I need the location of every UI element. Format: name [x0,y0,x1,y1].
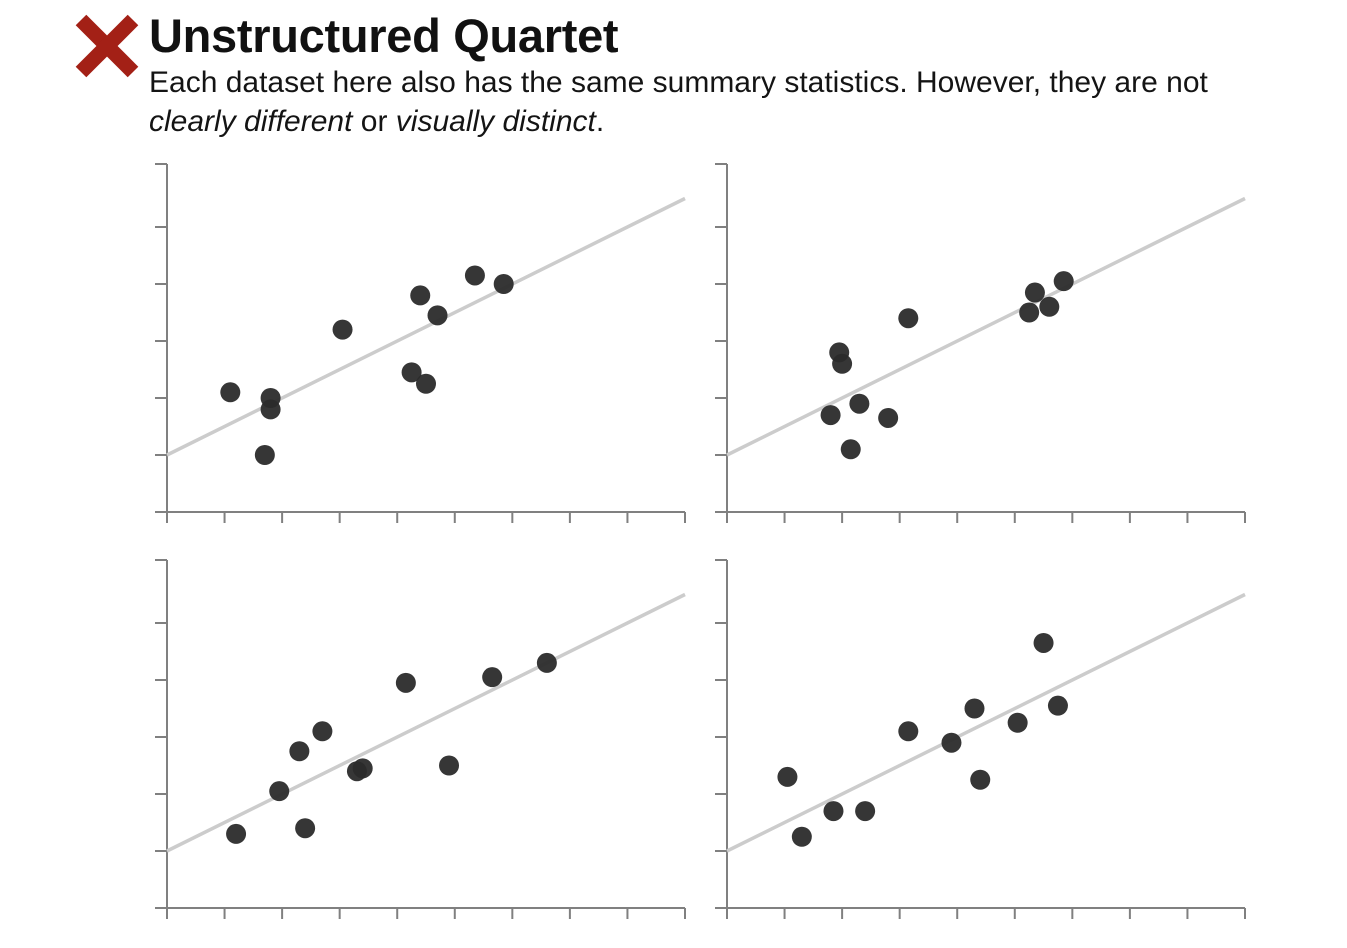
page-title: Unstructured Quartet [149,9,619,62]
data-point [941,732,962,753]
regression-line [726,592,1246,853]
regression-line [726,196,1246,457]
data-point [840,439,861,460]
data-point [352,758,373,779]
data-point [1024,282,1045,303]
scatter-panel-2 [715,163,1246,523]
data-point [1019,302,1040,323]
data-point [832,353,853,374]
data-point [332,319,353,340]
data-point [427,305,448,326]
data-point [970,769,991,790]
subtitle-text-2: or [352,105,396,138]
data-point [1033,632,1054,653]
data-point [401,362,422,383]
data-point [1047,695,1068,716]
cross-icon [75,14,139,78]
data-point [416,373,436,394]
subtitle-text-1: Each dataset here also has the same summ… [149,66,1208,99]
data-point [536,652,557,673]
data-point [898,308,919,329]
data-point [220,382,241,403]
data-point [964,698,985,719]
scatter-panel-3 [155,559,686,919]
data-point [855,801,876,822]
data-point [482,667,503,688]
scatter-panel-4 [715,559,1246,919]
data-point [820,405,841,426]
chart-header: Unstructured Quartet Each dataset here a… [0,0,1347,150]
data-point [295,818,316,839]
subtitle-emphasis-1: clearly different [149,105,353,138]
subtitle-text-3: . [595,105,605,138]
data-point [269,781,290,802]
data-point [791,826,812,847]
data-point [410,285,431,306]
data-point [777,766,798,787]
data-point [493,274,514,294]
data-point [898,721,919,742]
data-point [289,741,310,762]
data-point [1007,712,1028,733]
data-point [823,801,844,822]
data-point [439,755,460,776]
data-point [464,265,485,286]
data-point [254,445,275,465]
data-point [878,407,899,428]
regression-line [166,196,686,457]
data-point [260,388,281,408]
cross-icon-stroke-2 [75,14,139,78]
data-point [849,393,870,414]
subtitle-emphasis-2: visually distinct [395,105,596,138]
data-point [312,721,333,742]
regression-line [166,592,686,853]
data-point [1039,296,1060,317]
page-subtitle: Each dataset here also has the same summ… [149,63,1229,141]
data-point [226,823,247,844]
data-point [1053,271,1074,292]
data-point [395,672,416,693]
scatter-panel-1 [155,163,686,523]
